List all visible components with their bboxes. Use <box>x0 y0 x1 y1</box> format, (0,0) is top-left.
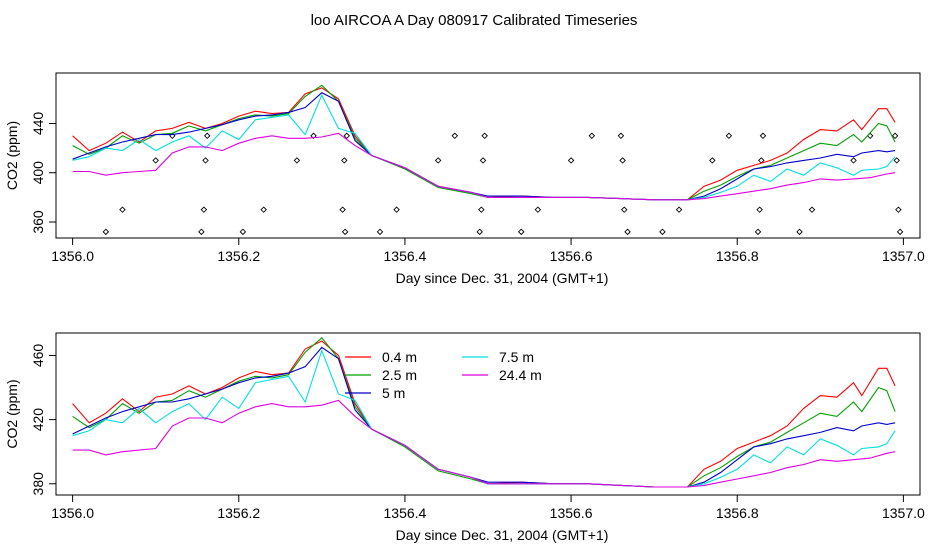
data-point <box>567 157 575 164</box>
data-point <box>376 228 384 236</box>
data-point <box>481 132 488 140</box>
series-line <box>72 337 896 488</box>
data-point <box>293 157 301 164</box>
legend: 0.4 m 2.5 m 5 m 7.5 m 24.4 m <box>345 349 542 401</box>
y-tick-label: 400 <box>30 161 46 185</box>
x-tick-label: 1356.8 <box>716 248 759 264</box>
legend-label: 7.5 m <box>499 349 534 365</box>
x-tick-label: 1356.0 <box>51 505 94 521</box>
data-point <box>102 228 110 236</box>
series-line <box>72 92 896 201</box>
data-point <box>891 132 899 140</box>
x-tick-label: 1356.6 <box>550 248 593 264</box>
x-tick-label: 1356.0 <box>51 248 94 264</box>
data-point <box>895 206 902 213</box>
y-axis-label: CO2 (ppm) <box>4 379 20 448</box>
x-axis-label: Day since Dec. 31, 2004 (GMT+1) <box>396 527 609 543</box>
data-point <box>393 206 400 213</box>
data-point <box>617 132 625 140</box>
x-tick-label: 1357.0 <box>882 505 925 521</box>
series-line <box>72 399 896 488</box>
data-point <box>200 206 208 213</box>
data-point <box>451 132 459 140</box>
x-tick-label: 1356.6 <box>550 505 593 521</box>
y-tick-label: 440 <box>30 112 46 136</box>
data-point <box>198 228 205 236</box>
series-line <box>72 84 896 201</box>
data-point <box>675 206 683 213</box>
top-panel: 1356.0 1356.2 1356.4 1356.6 1356.8 1357.0 360 4… <box>4 72 925 286</box>
data-point <box>434 157 442 164</box>
legend-label: 2.5 m <box>382 367 417 383</box>
data-point <box>310 132 317 140</box>
data-point <box>808 206 816 213</box>
x-tick-label: 1356.2 <box>217 248 260 264</box>
series-line <box>72 132 896 201</box>
plot-frame <box>55 332 921 496</box>
legend-label: 24.4 m <box>499 367 542 383</box>
plot-frame <box>55 72 921 239</box>
figure-title: loo AIRCOA A Day 080917 Calibrated Times… <box>311 12 638 29</box>
series-line <box>72 348 896 488</box>
y-tick-label: 380 <box>30 472 46 496</box>
data-point <box>850 157 857 164</box>
data-point <box>896 228 904 236</box>
data-point <box>341 228 349 236</box>
data-point <box>893 157 900 164</box>
x-tick-label: 1356.8 <box>716 505 759 521</box>
legend-label: 5 m <box>382 385 405 401</box>
series-line <box>72 340 896 488</box>
data-point <box>479 157 487 164</box>
data-point <box>203 132 211 140</box>
data-point <box>709 157 716 164</box>
series-line <box>72 346 896 488</box>
data-point <box>619 157 626 164</box>
data-point <box>796 228 803 236</box>
data-point <box>756 206 763 213</box>
x-axis-label: Day since Dec. 31, 2004 (GMT+1) <box>396 270 609 286</box>
y-tick-label: 460 <box>30 344 46 368</box>
series-line <box>72 93 896 201</box>
data-point <box>588 132 596 140</box>
series-line <box>72 87 896 201</box>
data-point <box>260 206 267 213</box>
y-axis-label: CO2 (ppm) <box>4 121 20 190</box>
data-point <box>754 228 762 236</box>
data-point <box>725 132 733 140</box>
data-point <box>119 206 126 213</box>
data-point <box>659 228 666 236</box>
x-tick-label: 1356.4 <box>384 505 427 521</box>
data-point <box>759 132 767 140</box>
y-tick-label: 360 <box>30 210 46 234</box>
data-point <box>476 228 483 236</box>
x-tick-label: 1356.4 <box>384 248 427 264</box>
data-point <box>478 206 485 213</box>
data-point <box>202 157 209 164</box>
data-point <box>341 157 348 164</box>
data-point <box>343 132 351 140</box>
data-point <box>621 206 628 213</box>
y-tick-label: 420 <box>30 408 46 432</box>
data-point <box>339 206 346 213</box>
bottom-panel: 1356.0 1356.2 1356.4 1356.6 1356.8 1357.0 380 4… <box>4 332 925 543</box>
data-point <box>624 228 631 236</box>
data-point <box>152 157 159 164</box>
x-tick-label: 1357.0 <box>882 248 925 264</box>
legend-label: 0.4 m <box>382 349 417 365</box>
data-point <box>239 228 247 236</box>
x-tick-label: 1356.2 <box>217 505 260 521</box>
data-point <box>534 206 542 213</box>
data-point <box>517 228 525 236</box>
